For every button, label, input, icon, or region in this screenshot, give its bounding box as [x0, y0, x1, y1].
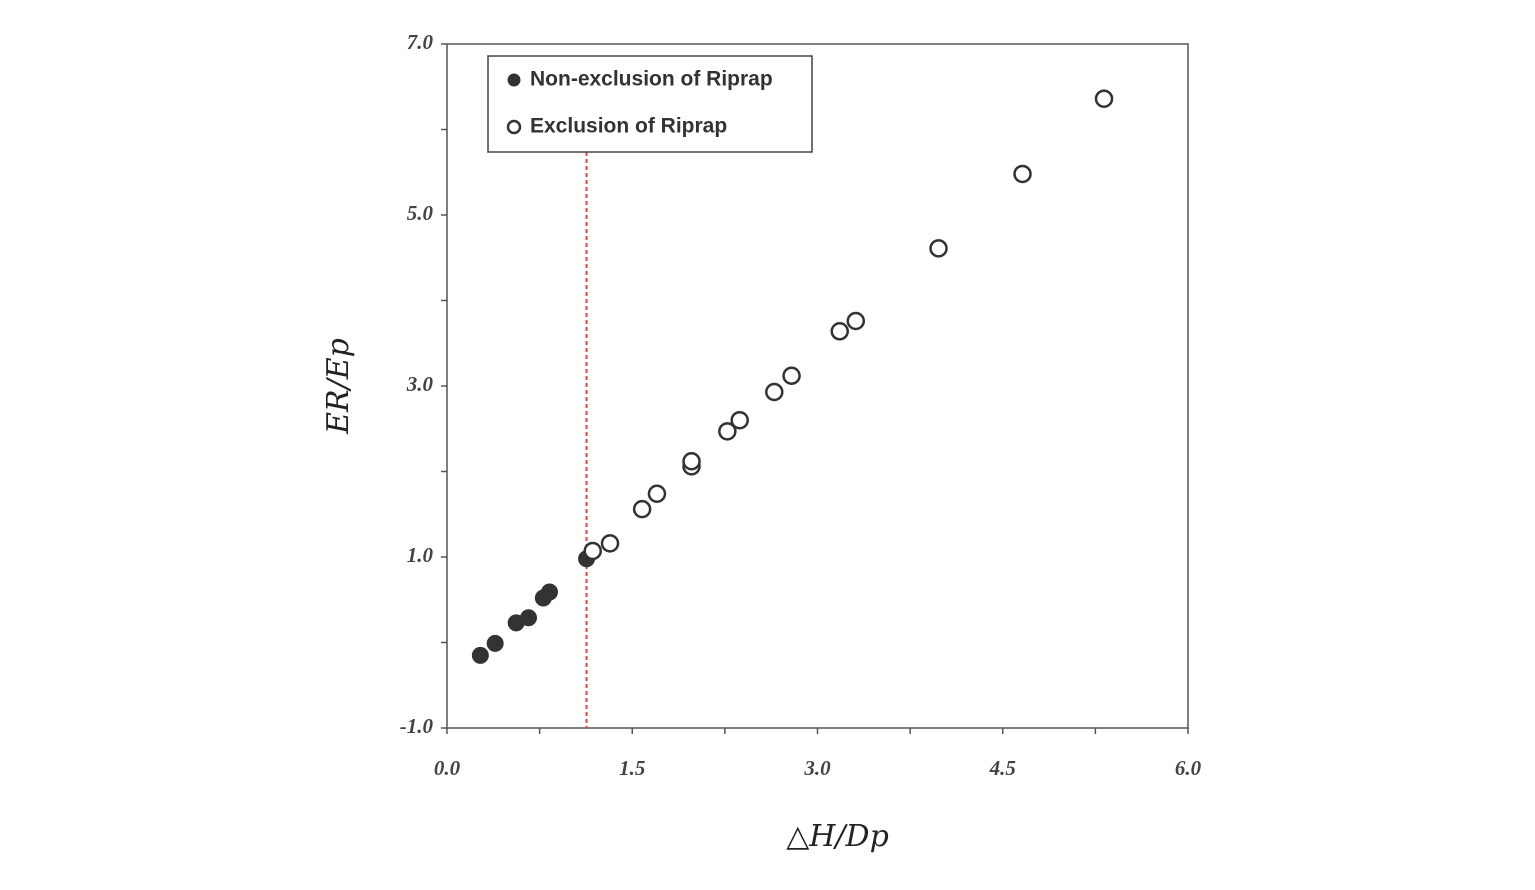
- legend-marker: [507, 73, 521, 87]
- x-tick-label: 4.5: [989, 756, 1016, 780]
- point: [830, 322, 849, 341]
- y-tick-label: 5.0: [407, 201, 434, 225]
- y-tick-label: 7.0: [407, 30, 434, 54]
- point: [486, 634, 504, 652]
- point: [846, 311, 866, 331]
- legend-box: [487, 55, 813, 153]
- point: [765, 382, 784, 402]
- point: [1013, 164, 1032, 184]
- point: [600, 534, 620, 553]
- point: [632, 499, 652, 519]
- point: [471, 646, 489, 664]
- point: [782, 366, 801, 385]
- point: [583, 541, 602, 561]
- point: [929, 239, 948, 258]
- point: [682, 451, 701, 471]
- x-tick-label: 0.0: [434, 756, 461, 780]
- point: [647, 484, 667, 503]
- point: [520, 609, 538, 627]
- legend-marker: [506, 119, 522, 135]
- legend-label: Non-exclusion of Riprap: [530, 68, 773, 91]
- y-tick-label: 1.0: [407, 543, 434, 567]
- point: [730, 410, 749, 430]
- y-tick-label: -1.0: [400, 714, 434, 738]
- legend-label: Exclusion of Riprap: [530, 115, 727, 138]
- x-axis-label: △H/Dp: [786, 819, 889, 854]
- y-axis-label: ER/Ep: [321, 338, 356, 435]
- point: [718, 422, 737, 441]
- x-tick-label: 6.0: [1175, 756, 1202, 780]
- point: [541, 583, 559, 601]
- point: [1094, 89, 1114, 108]
- x-tick-label: 1.5: [619, 756, 645, 780]
- x-tick-label: 3.0: [803, 756, 831, 780]
- y-tick-label: 3.0: [406, 372, 434, 396]
